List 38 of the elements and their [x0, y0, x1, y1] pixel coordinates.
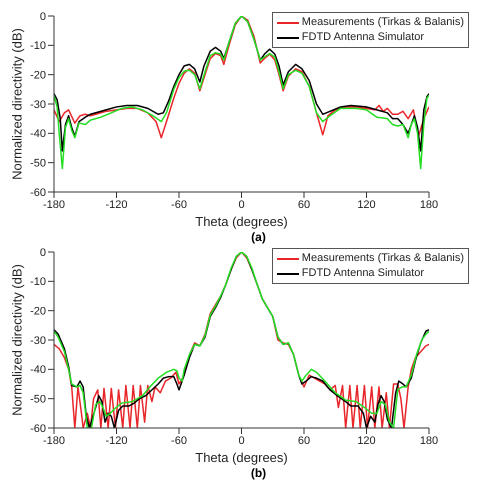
- text: (a): [250, 230, 267, 244]
- x-tick-label: -60: [171, 434, 187, 447]
- legend-label: FDTD Antenna Simulator: [302, 266, 424, 281]
- x-tick-label: 180: [420, 198, 438, 211]
- y-tick-label: 0: [40, 246, 46, 259]
- y-axis-title: Normalized directivity (dB): [10, 264, 24, 416]
- x-tick-label: 0: [238, 434, 245, 447]
- text: (b): [250, 466, 268, 480]
- y-tick-label: -10: [30, 276, 46, 288]
- x-axis-title: Theta (degrees): [195, 450, 288, 465]
- y-tick-label: -60: [30, 186, 46, 199]
- x-tick-label: 60: [298, 198, 310, 211]
- x-tick-label: -120: [105, 434, 128, 447]
- y-tick-label: -20: [30, 70, 46, 82]
- y-tick-label: -60: [30, 422, 46, 435]
- y-tick-label: -50: [30, 158, 46, 170]
- x-tick-label: 180: [420, 434, 438, 447]
- x-tick-label: -60: [171, 198, 187, 211]
- y-tick-label: -30: [30, 98, 46, 111]
- y-tick-label: -10: [30, 40, 46, 52]
- y-tick-label: -50: [30, 394, 46, 406]
- x-tick-label: 0: [238, 198, 245, 211]
- legend-label: FDTD Antenna Simulator: [302, 30, 424, 45]
- x-tick-label: -180: [42, 198, 66, 211]
- x-tick-label: 120: [357, 198, 376, 211]
- legend-label: Measurements (Tirkas & Balanis): [302, 15, 464, 30]
- x-tick-label: 120: [357, 434, 376, 447]
- legend-label: Measurements (Tirkas & Balanis): [302, 251, 464, 266]
- y-tick-label: -40: [30, 128, 46, 140]
- x-axis-title: Theta (degrees): [195, 214, 288, 229]
- y-tick-label: 0: [40, 10, 46, 23]
- y-tick-label: -30: [30, 334, 46, 347]
- x-tick-label: -120: [105, 198, 128, 211]
- y-tick-label: -40: [30, 364, 46, 376]
- x-tick-label: 60: [298, 434, 310, 447]
- y-tick-label: -20: [30, 306, 46, 318]
- y-axis-title: Normalized directivity (dB): [10, 28, 24, 180]
- x-tick-label: -180: [42, 434, 66, 447]
